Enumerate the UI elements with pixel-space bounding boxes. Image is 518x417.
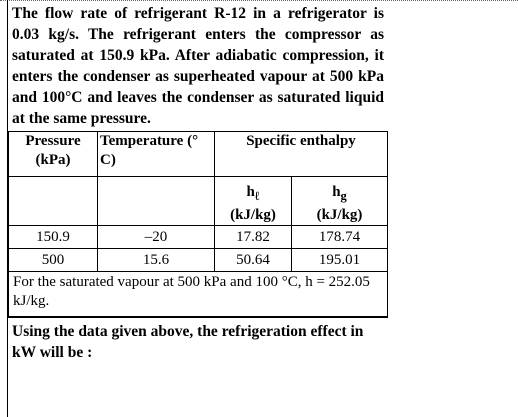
- empty-cell: [8, 176, 98, 226]
- table-cell: 15.6: [97, 248, 215, 272]
- table-cell: 178.74: [291, 225, 388, 249]
- table-cell: 150.9: [8, 225, 98, 249]
- header-cell: Pressure (kPa): [8, 131, 98, 177]
- header-cell: Specific enthalpy: [214, 131, 388, 177]
- question-box: The flow rate of refrigerant R-12 in a r…: [8, 3, 388, 366]
- table-cell: 195.01: [291, 248, 388, 272]
- subscript: g: [340, 189, 347, 203]
- table-cell: 17.82: [214, 225, 292, 249]
- left-rule: [7, 0, 8, 417]
- table-cell: 50.64: [214, 248, 292, 272]
- symbol: h: [332, 184, 341, 200]
- header-cell: Temperature (°C): [97, 131, 215, 177]
- symbol: h: [246, 184, 255, 200]
- subheader-cell: hg (kJ/kg): [291, 176, 388, 226]
- data-table: Pressure (kPa) Temperature (°C) Specific…: [8, 131, 388, 317]
- question-intro: The flow rate of refrigerant R-12 in a r…: [12, 5, 384, 127]
- table-row: 500 15.6 50.64 195.01: [8, 248, 388, 272]
- top-rule: [0, 0, 518, 1]
- subscript: ℓ: [254, 189, 260, 203]
- table-cell: –20: [97, 225, 215, 249]
- table-body: 150.9 –20 17.82 178.74 500 15.6 50.64 195.01: [8, 225, 388, 272]
- question-prompt: Using the data given above, the refriger…: [8, 317, 388, 366]
- unit: (kJ/kg): [230, 207, 276, 223]
- subheader-cell: hℓ (kJ/kg): [214, 176, 292, 226]
- table-cell: 500: [8, 248, 98, 272]
- table-row: 150.9 –20 17.82 178.74: [8, 225, 388, 249]
- note-cell: For the saturated vapour at 500 kPa and …: [8, 271, 388, 317]
- empty-cell: [97, 176, 215, 226]
- unit: (kJ/kg): [316, 207, 363, 223]
